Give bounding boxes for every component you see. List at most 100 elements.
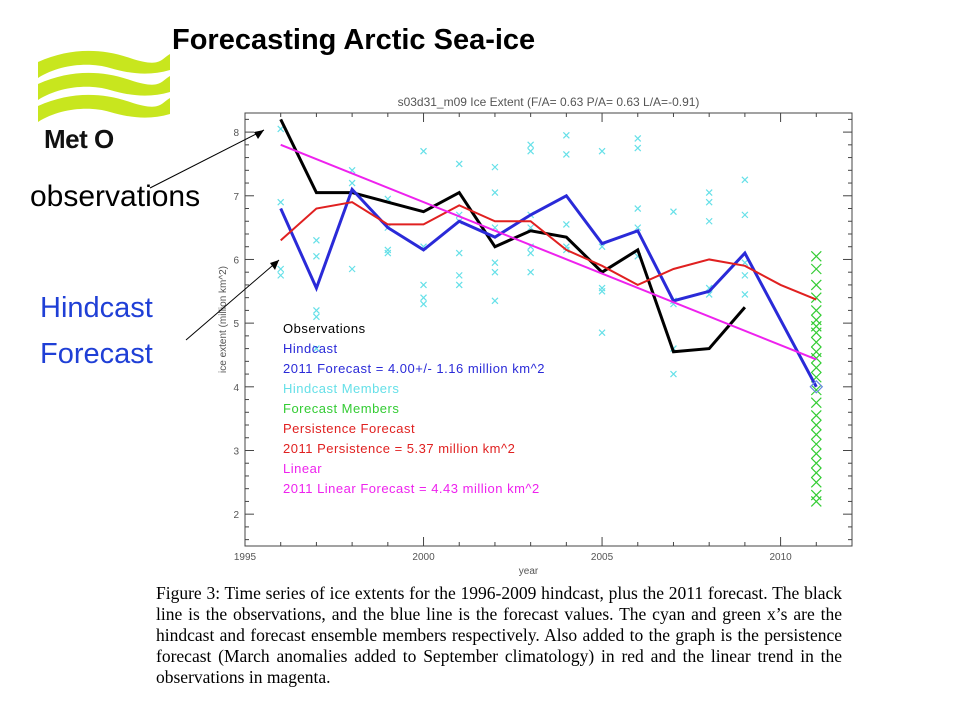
- forecast-label: Forecast: [40, 338, 153, 370]
- hindcast-member-point: [527, 224, 535, 232]
- y-tick-label: 4: [233, 383, 239, 394]
- hindcast-member-point: [312, 313, 320, 321]
- x-tick-label: 2005: [591, 552, 614, 563]
- hindcast-member-point: [312, 252, 320, 260]
- hindcast-member-point: [277, 198, 285, 206]
- hindcast-arrowhead: [270, 260, 279, 270]
- legend-entry: Hindcast: [283, 341, 338, 356]
- forecast-member-point: [810, 327, 822, 339]
- hindcast-member-point: [420, 281, 427, 289]
- forecast-member-point: [810, 476, 822, 488]
- hindcast-member-point: [705, 189, 713, 197]
- hindcast-arrow-line: [185, 259, 280, 341]
- hindcast-member-point: [455, 249, 463, 257]
- logo-wave-icon: [38, 50, 170, 122]
- hindcast-member-point: [598, 243, 606, 251]
- y-tick-label: 6: [233, 255, 239, 266]
- forecast-member-point: [810, 279, 822, 291]
- forecast-member-point: [810, 352, 822, 364]
- hindcast-member-point: [491, 259, 499, 267]
- forecast-member-point: [810, 250, 822, 262]
- y-axis-label: ice extent (million km^2): [218, 266, 229, 373]
- hindcast-member-point: [598, 329, 606, 337]
- y-tick-label: 7: [233, 192, 239, 203]
- series-line-hindcast: [279, 186, 818, 388]
- hindcast-member-point: [384, 249, 392, 257]
- legend-entry: Forecast Members: [283, 401, 399, 416]
- y-tick-label: 3: [233, 446, 239, 457]
- hindcast-member-point: [455, 281, 463, 289]
- hindcast-member-point: [491, 297, 499, 305]
- legend-entry: Observations: [283, 321, 366, 336]
- hindcast-member-point: [277, 265, 285, 273]
- hindcast-member-point: [277, 271, 285, 279]
- hindcast-member-point: [420, 147, 427, 155]
- hindcast-member-point: [562, 131, 570, 139]
- hindcast-member-point: [491, 268, 499, 276]
- hindcast-member-point: [312, 306, 320, 314]
- hindcast-member-point: [705, 198, 713, 206]
- hindcast-member-point: [455, 160, 463, 168]
- hindcast-member-point: [598, 287, 606, 295]
- legend-entry: 2011 Forecast = 4.00+/- 1.16 million km^…: [283, 361, 545, 376]
- legend-entry: 2011 Persistence = 5.37 million km^2: [283, 441, 515, 456]
- hindcast-member-point: [491, 189, 499, 197]
- forecast-member-point: [810, 429, 822, 440]
- forecast-member-point: [810, 292, 822, 304]
- hindcast-member-point: [670, 370, 677, 378]
- hindcast-member-point: [634, 135, 642, 142]
- hindcast-member-point: [598, 284, 606, 292]
- observations-arrowhead: [254, 130, 264, 139]
- legend-entry: Persistence Forecast: [283, 421, 415, 436]
- forecast-mean-marker: [809, 379, 824, 394]
- hindcast-member-point: [634, 144, 642, 152]
- hindcast-member-point: [634, 205, 642, 212]
- x-tick-label: 1995: [234, 552, 257, 563]
- legend-entry: 2011 Linear Forecast = 4.43 million km^2: [283, 481, 540, 496]
- x-axis-label: year: [519, 566, 539, 577]
- forecast-member-point: [810, 467, 822, 479]
- hindcast-member-point: [741, 176, 749, 184]
- hindcast-member-point: [527, 268, 535, 276]
- y-tick-label: 8: [233, 128, 239, 139]
- series-line-linear: [280, 143, 817, 361]
- hindcast-member-point: [491, 163, 499, 171]
- hindcast-member-point: [598, 147, 606, 155]
- hindcast-member-point: [741, 271, 749, 279]
- forecast-member-point: [810, 384, 822, 396]
- figure-caption: Figure 3: Time series of ice extents for…: [156, 583, 842, 687]
- hindcast-member-point: [670, 208, 677, 216]
- hindcast-member-point: [384, 246, 392, 254]
- logo-text: Met O: [44, 124, 114, 154]
- hindcast-member-point: [705, 217, 713, 225]
- legend-entry: Hindcast Members: [283, 381, 399, 396]
- forecast-member-point: [810, 419, 822, 431]
- series-line-observations: [279, 118, 747, 354]
- forecast-member-point: [810, 448, 822, 460]
- forecast-member-point: [810, 438, 822, 450]
- slide-title: Forecasting Arctic Sea-ice: [172, 24, 536, 56]
- series-line-persistence-forecast: [280, 201, 817, 301]
- plot-frame: [244, 112, 853, 547]
- forecast-member-point: [810, 362, 822, 374]
- hindcast-member-point: [562, 150, 570, 158]
- hindcast-member-point: [527, 147, 535, 155]
- forecast-member-point: [810, 304, 822, 316]
- forecast-member-point: [810, 457, 822, 469]
- hindcast-member-point: [312, 345, 320, 353]
- hindcast-label: Hindcast: [40, 292, 153, 324]
- observations-label: observations: [30, 180, 201, 213]
- forecast-member-point: [810, 410, 822, 421]
- legend-entry: Linear: [283, 461, 322, 476]
- hindcast-member-point: [420, 300, 427, 308]
- hindcast-member-point: [455, 271, 463, 279]
- y-tick-label: 2: [233, 510, 239, 521]
- hindcast-member-point: [562, 221, 570, 228]
- hindcast-member-point: [420, 294, 427, 302]
- observations-arrow-line: [149, 129, 265, 189]
- hindcast-member-point: [527, 141, 535, 149]
- met-office-logo: Met O: [30, 40, 170, 160]
- hindcast-member-point: [634, 224, 642, 232]
- hindcast-member-point: [277, 125, 285, 133]
